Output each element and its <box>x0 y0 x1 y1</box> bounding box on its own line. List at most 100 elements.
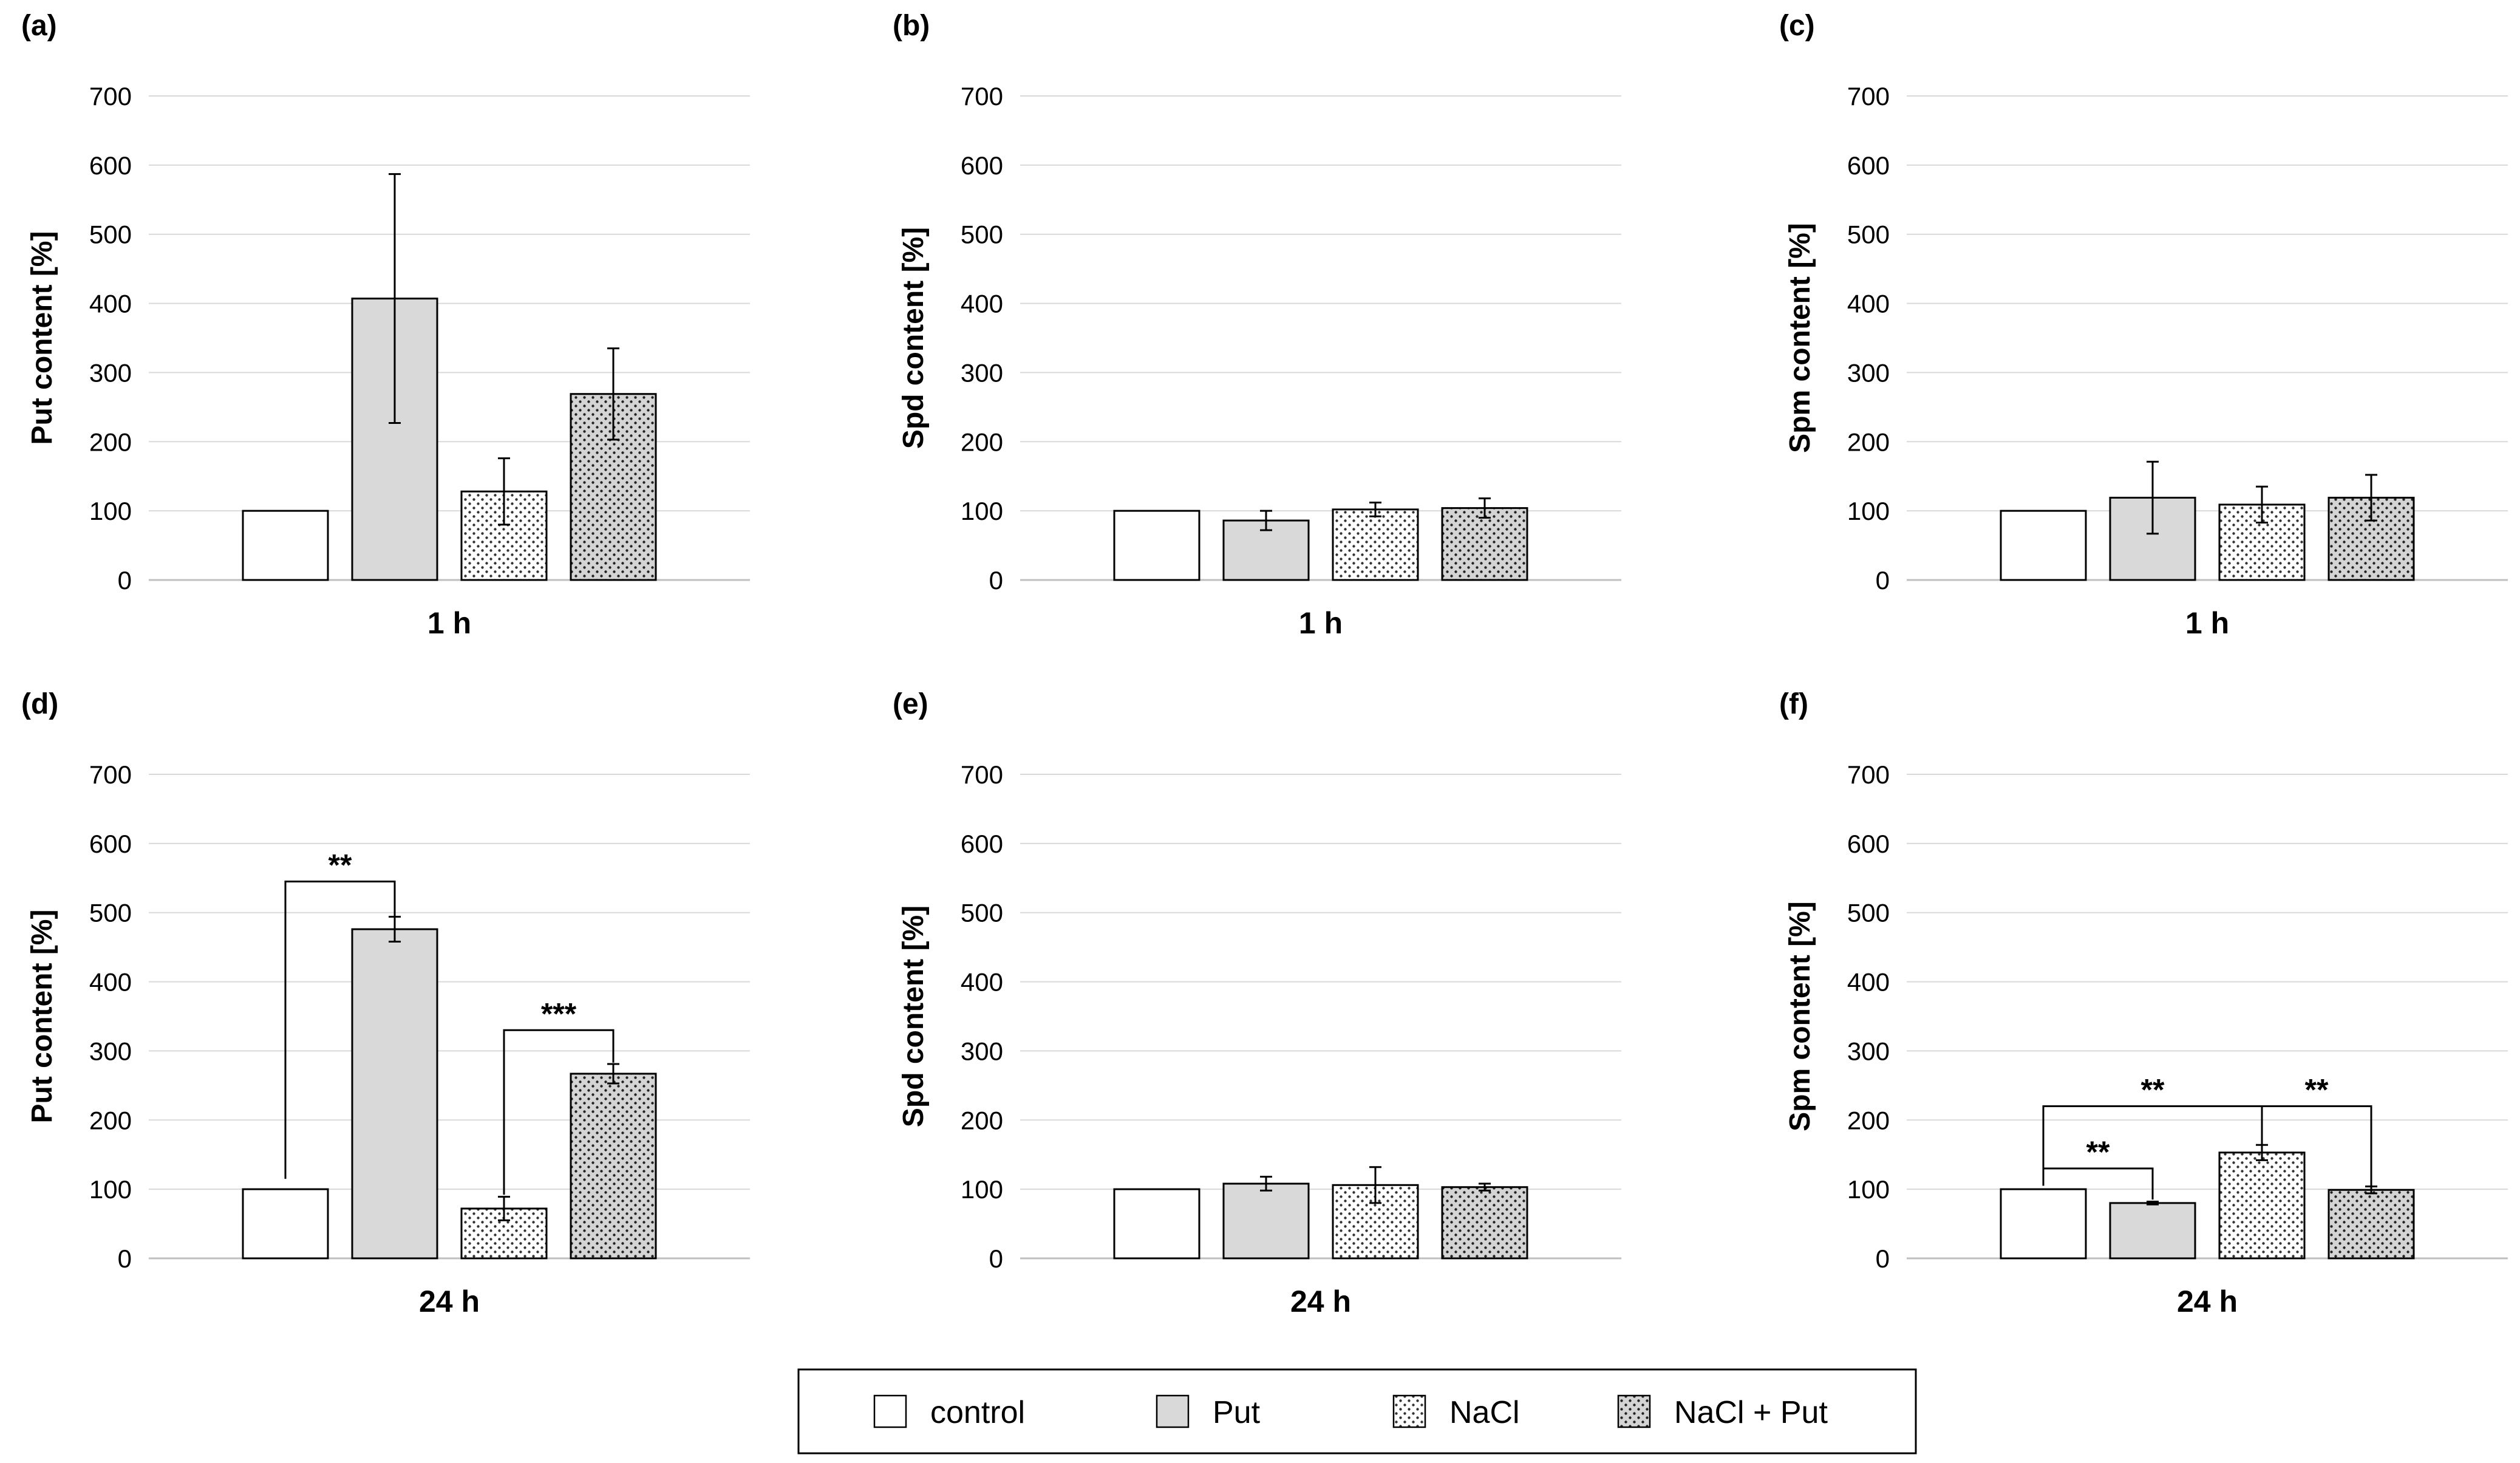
legend-label: NaCl <box>1449 1395 1520 1430</box>
panel-label: (d) <box>21 688 58 720</box>
bar-control <box>242 1188 329 1260</box>
y-tick-label: 200 <box>1847 1106 1890 1134</box>
y-tick-label: 200 <box>89 428 132 456</box>
legend-swatch-control <box>873 1394 907 1428</box>
significance-bracket <box>2261 1105 2372 1186</box>
y-tick-label: 200 <box>961 1106 1003 1134</box>
y-tick-label: 400 <box>961 290 1003 318</box>
y-tick-label: 100 <box>961 1175 1003 1204</box>
bar-nacl-put <box>1441 507 1528 581</box>
y-tick-label: 700 <box>1847 760 1890 789</box>
y-tick-label: 100 <box>89 1175 132 1204</box>
y-tick-label: 500 <box>961 899 1003 927</box>
y-tick-label: 100 <box>89 497 132 525</box>
chart-panel-d: (d) 0 100 200 300 400 500 600 700 Put content [%]… <box>21 688 750 1318</box>
x-axis-label: 24 h <box>1290 1284 1351 1318</box>
chart-panel-c: (c) 0 100 200 300 400 500 600 700 Spm content [%]… <box>1779 10 2508 640</box>
y-axis-label: Spm content [%] <box>1784 901 1816 1131</box>
bar-nacl-put <box>2328 1188 2415 1260</box>
legend: control Put NaCl NaCl + Put <box>797 1368 1917 1454</box>
y-tick-label: 0 <box>989 1244 1003 1273</box>
bar-put <box>351 928 438 1260</box>
y-tick-label: 400 <box>1847 290 1890 318</box>
error-bar-put <box>1260 510 1272 531</box>
y-tick-label: 600 <box>1847 151 1890 180</box>
error-bar-nacl-put <box>1479 1182 1491 1192</box>
error-bar-nacl <box>498 1196 510 1221</box>
y-tick-label: 400 <box>961 968 1003 997</box>
y-tick-label: 500 <box>1847 899 1890 927</box>
legend-swatch-nacl <box>1392 1394 1426 1428</box>
error-bar-put <box>389 916 401 943</box>
legend-label: NaCl + Put <box>1674 1395 1828 1430</box>
y-tick-label: 300 <box>1847 358 1890 387</box>
bar-put <box>2109 1202 2196 1260</box>
error-bar-nacl <box>2256 485 2268 523</box>
error-bar-nacl-put <box>607 1063 619 1085</box>
y-tick-label: 0 <box>118 566 132 595</box>
y-tick-label: 100 <box>961 497 1003 525</box>
error-bar-nacl-put <box>1479 497 1491 519</box>
chart-panel-f: (f) 0 100 200 300 400 500 600 700 Spm content [%]… <box>1779 688 2508 1318</box>
bar-nacl <box>2218 1151 2306 1260</box>
error-bar-nacl-put <box>2365 474 2377 522</box>
y-axis-label: Put content [%] <box>26 910 58 1124</box>
significance-label: ** <box>2305 1073 2329 1107</box>
y-tick-label: 500 <box>89 220 132 249</box>
y-tick-label: 300 <box>961 1037 1003 1065</box>
legend-swatch-nacl-put <box>1617 1394 1651 1428</box>
y-tick-label: 700 <box>89 82 132 111</box>
y-tick-label: 500 <box>961 220 1003 249</box>
panel-label: (f) <box>1779 688 1808 720</box>
bar-put <box>1222 1182 1310 1260</box>
y-axis-label: Put content [%] <box>26 231 58 445</box>
bar-nacl <box>1332 508 1419 581</box>
significance-label: ** <box>2086 1135 2110 1169</box>
y-tick-label: 0 <box>1876 1244 1890 1273</box>
error-bar-nacl <box>1369 1166 1381 1204</box>
chart-panel-e: (e) 0 100 200 300 400 500 600 700 Spd content [%]… <box>893 688 1621 1318</box>
bar-control <box>2000 510 2087 581</box>
panel-label: (b) <box>893 10 930 42</box>
error-bar-nacl <box>498 457 510 526</box>
legend-label: control <box>930 1395 1025 1430</box>
y-tick-label: 300 <box>89 358 132 387</box>
x-axis-label: 1 h <box>427 606 471 640</box>
y-tick-label: 700 <box>1847 82 1890 111</box>
bar-control <box>2000 1188 2087 1260</box>
significance-bracket <box>2042 1167 2154 1200</box>
y-axis-label: Spd content [%] <box>897 905 930 1127</box>
significance-label: ** <box>2141 1073 2165 1107</box>
x-axis-label: 24 h <box>2177 1284 2238 1318</box>
y-tick-label: 400 <box>89 968 132 997</box>
error-bar-nacl <box>1369 501 1381 517</box>
x-axis-label: 1 h <box>1299 606 1343 640</box>
legend-item-nacl: NaCl <box>1392 1394 1520 1430</box>
y-tick-label: 100 <box>1847 1175 1890 1204</box>
chart-panel-b: (b) 0 100 200 300 400 500 600 700 Spd content [%]… <box>893 10 1621 640</box>
y-tick-label: 500 <box>1847 220 1890 249</box>
panel-label: (e) <box>893 688 928 720</box>
legend-item-nacl-put: NaCl + Put <box>1617 1394 1828 1430</box>
legend-swatch-put <box>1156 1394 1190 1428</box>
y-tick-label: 100 <box>1847 497 1890 525</box>
y-tick-label: 400 <box>89 290 132 318</box>
error-bar-put <box>1260 1176 1272 1192</box>
panel-label: (a) <box>21 10 57 42</box>
error-bar-nacl-put <box>607 347 619 441</box>
legend-box <box>797 1368 1917 1454</box>
y-tick-label: 400 <box>1847 968 1890 997</box>
y-tick-label: 200 <box>1847 428 1890 456</box>
x-axis-label: 1 h <box>2185 606 2229 640</box>
y-tick-label: 300 <box>961 358 1003 387</box>
bar-control <box>242 510 329 581</box>
bar-nacl-put <box>570 1073 657 1260</box>
legend-item-put: Put <box>1156 1394 1261 1430</box>
y-axis-label: Spd content [%] <box>897 227 930 449</box>
x-axis-label: 24 h <box>419 1284 480 1318</box>
significance-label: *** <box>541 997 577 1031</box>
y-tick-label: 300 <box>1847 1037 1890 1065</box>
significance-bracket <box>503 1029 615 1195</box>
y-tick-label: 0 <box>989 566 1003 595</box>
